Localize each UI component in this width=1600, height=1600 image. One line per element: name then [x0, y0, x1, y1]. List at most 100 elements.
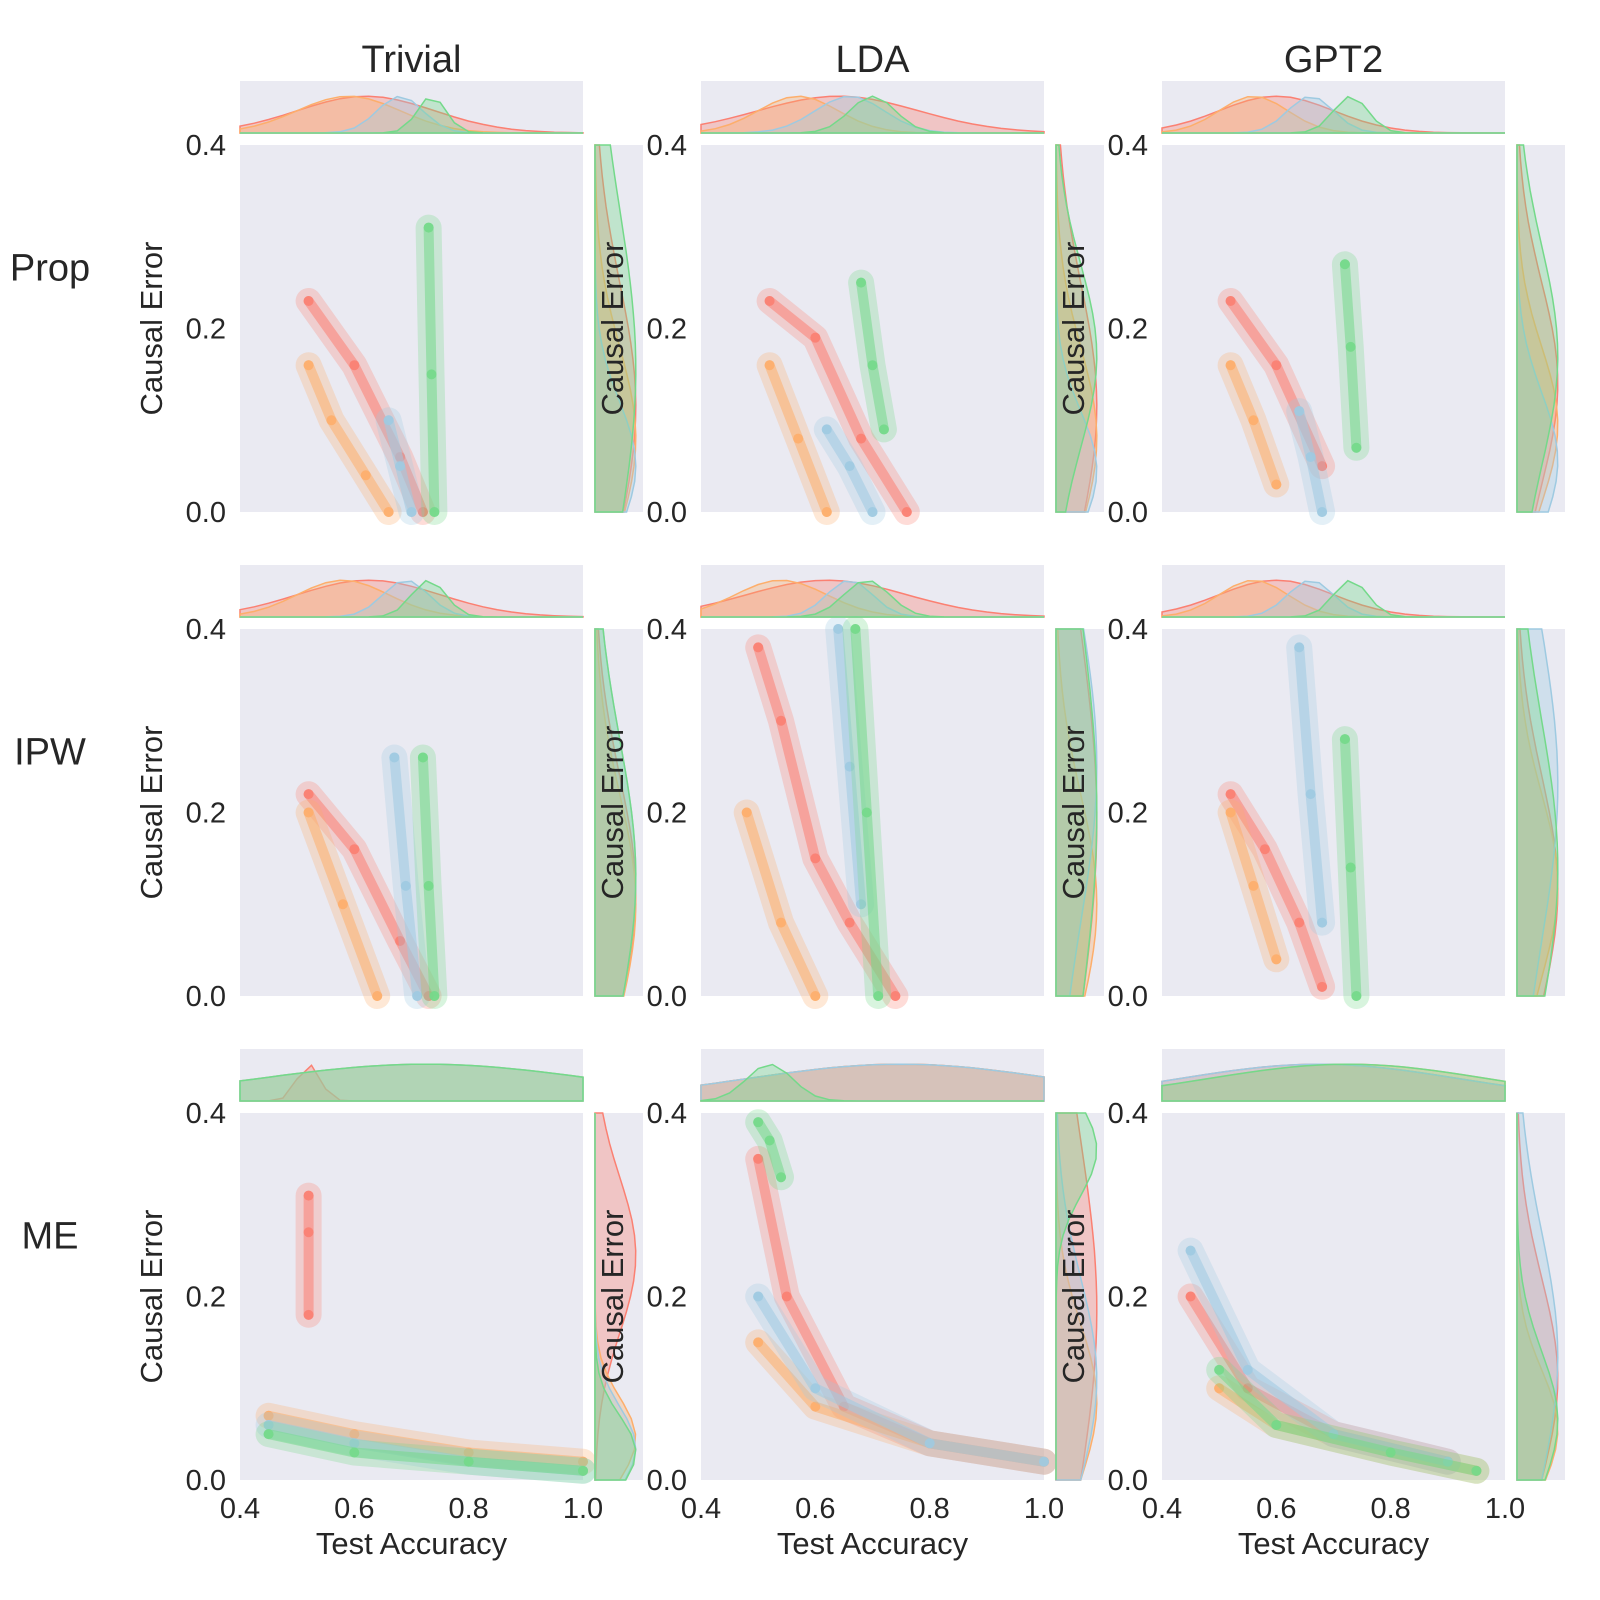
joint-panel-prop-gpt2	[1162, 145, 1505, 512]
data-point-orange	[578, 1456, 588, 1467]
data-point-green	[1385, 1447, 1396, 1458]
y-tick-label: 0.2	[1108, 798, 1148, 830]
x-tick-label: 1.0	[1485, 1493, 1525, 1525]
top-marginal-prop-trivial	[240, 81, 583, 133]
data-point-green	[850, 624, 861, 634]
data-point-green	[423, 880, 434, 891]
y-tick-label: 0.0	[1108, 1465, 1148, 1497]
data-point-orange	[1225, 807, 1236, 818]
data-point-red	[856, 433, 867, 444]
data-point-red	[764, 295, 775, 306]
top-marginal-me-lda	[701, 1049, 1044, 1101]
x-axis-title: Test Accuracy	[777, 1526, 969, 1561]
y-tick-label: 0.4	[1108, 1098, 1148, 1130]
y-tick-label: 0.4	[186, 614, 226, 646]
data-point-red	[1225, 295, 1236, 306]
x-tick-label: 0.4	[220, 1493, 260, 1525]
right-density-red	[1516, 144, 1559, 513]
data-point-red	[844, 917, 855, 928]
data-point-red	[349, 360, 360, 371]
top-marginal-me-trivial	[240, 1049, 583, 1101]
data-point-green	[426, 369, 437, 380]
data-point-blue	[924, 1438, 935, 1449]
right-density-blue	[1516, 1112, 1559, 1481]
right-density-green	[594, 628, 637, 997]
y-tick-label: 0.2	[186, 1282, 226, 1314]
y-tick-label: 0.2	[186, 314, 226, 346]
data-point-red	[890, 991, 901, 1001]
data-point-green	[861, 807, 872, 818]
data-point-blue	[844, 461, 855, 472]
data-point-orange	[1271, 954, 1282, 965]
data-point-red	[349, 844, 360, 855]
y-tick-label: 0.0	[186, 497, 226, 529]
x-tick-label: 0.6	[795, 1493, 835, 1525]
top-density-green	[240, 579, 583, 618]
data-point-orange	[360, 470, 371, 481]
x-tick-label: 0.8	[1371, 1493, 1411, 1525]
data-point-green	[1351, 991, 1362, 1001]
top-marginal-ipw-trivial	[240, 565, 583, 617]
data-point-blue	[400, 880, 411, 891]
data-point-red	[781, 1291, 792, 1302]
data-point-red	[303, 1227, 314, 1238]
y-tick-label: 0.4	[647, 1098, 687, 1130]
data-point-blue	[412, 991, 423, 1001]
y-tick-label: 0.4	[647, 130, 687, 162]
kde-core-orange	[303, 360, 394, 517]
right-density-red	[1516, 1112, 1559, 1481]
data-point-red	[776, 715, 787, 726]
right-density-green	[1055, 144, 1098, 513]
top-density-green	[1162, 579, 1505, 618]
x-tick-label: 0.4	[1142, 1493, 1182, 1525]
row-label-prop: Prop	[10, 248, 90, 290]
data-point-orange	[810, 1401, 821, 1412]
right-density-orange	[1055, 628, 1098, 997]
kde-core-green	[1214, 1364, 1482, 1476]
x-axis-title: Test Accuracy	[1238, 1526, 1430, 1561]
top-marginal-ipw-gpt2	[1162, 565, 1505, 617]
x-tick-label: 1.0	[563, 1493, 603, 1525]
data-point-blue	[844, 761, 855, 772]
x-tick-label: 0.8	[910, 1493, 950, 1525]
y-tick-label: 0.4	[1108, 614, 1148, 646]
data-point-blue	[383, 415, 394, 426]
y-tick-label: 0.0	[647, 1465, 687, 1497]
x-tick-label: 0.6	[334, 1493, 374, 1525]
data-point-green	[1471, 1465, 1482, 1476]
data-point-green	[1339, 734, 1350, 745]
y-tick-label: 0.4	[1108, 130, 1148, 162]
y-axis-title: Causal Error	[595, 242, 630, 416]
x-tick-label: 0.8	[449, 1493, 489, 1525]
data-point-green	[463, 1456, 474, 1467]
top-density-green	[1161, 1063, 1506, 1102]
kde-core-red	[303, 296, 428, 517]
data-point-red	[1317, 461, 1328, 472]
data-point-blue	[833, 624, 844, 634]
data-point-blue	[1294, 642, 1305, 653]
right-density-green	[1516, 144, 1559, 513]
data-point-green	[1339, 259, 1350, 270]
row-label-me: ME	[22, 1216, 79, 1258]
data-point-orange	[326, 415, 337, 426]
right-density-green	[1055, 628, 1098, 997]
data-point-blue	[263, 1419, 274, 1430]
data-point-orange	[263, 1410, 274, 1421]
data-point-green	[1214, 1364, 1225, 1375]
y-tick-label: 0.2	[647, 1282, 687, 1314]
data-point-blue	[867, 507, 878, 517]
data-point-green	[856, 277, 867, 288]
y-axis-title: Causal Error	[134, 242, 169, 416]
data-point-red	[1294, 917, 1305, 928]
data-point-orange	[776, 917, 787, 928]
x-tick-label: 0.4	[681, 1493, 721, 1525]
data-point-red	[303, 789, 314, 800]
kde-core-red	[1225, 789, 1328, 992]
y-tick-label: 0.2	[186, 798, 226, 830]
data-point-orange	[1248, 880, 1259, 891]
data-point-red	[753, 1153, 764, 1164]
top-density-green	[701, 95, 1044, 134]
data-point-red	[303, 1190, 314, 1201]
data-point-blue	[1294, 406, 1305, 417]
data-point-red	[303, 295, 314, 306]
